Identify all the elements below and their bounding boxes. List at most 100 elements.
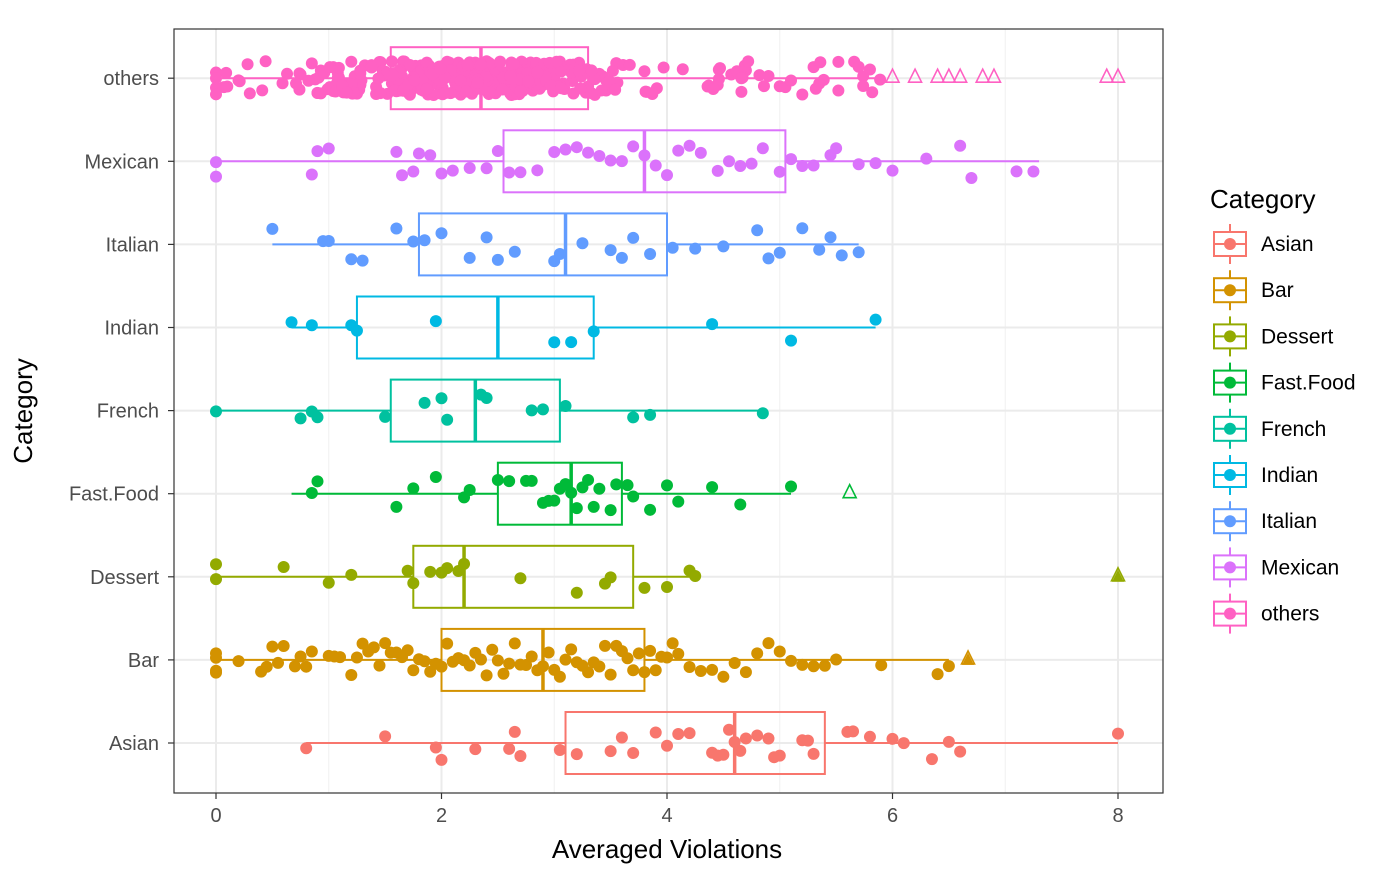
data-point (785, 334, 798, 347)
data-point (531, 66, 544, 79)
data-point (644, 503, 657, 516)
data-point (401, 564, 414, 577)
data-point (676, 63, 689, 76)
series-dessert (210, 544, 1126, 609)
outlier-point-filled (1112, 569, 1124, 582)
data-point (832, 84, 845, 97)
data-point (435, 167, 448, 180)
data-point (407, 235, 420, 248)
data-point (965, 172, 978, 185)
data-point (407, 664, 420, 677)
data-point (548, 336, 561, 349)
data-point (418, 396, 431, 409)
data-point (728, 657, 741, 670)
data-point (302, 74, 315, 87)
data-point (536, 403, 549, 416)
data-point (801, 734, 814, 747)
data-point (345, 568, 358, 581)
data-point (813, 243, 826, 256)
data-point (666, 637, 679, 650)
data-point (570, 141, 583, 154)
x-axis-title: Averaged Violations (552, 834, 782, 864)
data-point (469, 743, 482, 756)
legend-item-italian: Italian (1213, 501, 1317, 542)
legend-key-point (1224, 607, 1236, 620)
data-point (390, 500, 403, 513)
outlier-point (1110, 67, 1126, 83)
data-point (294, 650, 307, 663)
data-point (824, 231, 837, 244)
data-point (863, 730, 876, 743)
data-point (683, 660, 696, 673)
data-point (745, 157, 758, 170)
data-point (610, 478, 623, 491)
data-point (852, 60, 865, 73)
data-point (866, 86, 879, 99)
data-point (407, 165, 420, 178)
data-point (407, 482, 420, 495)
data-point (480, 162, 493, 175)
data-point (522, 75, 535, 88)
y-tick-label: others (103, 68, 159, 90)
x-tick-label: 2 (436, 805, 447, 827)
data-point (305, 168, 318, 181)
data-point (857, 70, 870, 83)
data-point (807, 747, 820, 760)
data-point (728, 735, 741, 748)
data-point (514, 166, 527, 179)
data-point (525, 650, 538, 663)
data-point (367, 641, 380, 654)
data-point (514, 85, 527, 98)
data-point (666, 241, 679, 254)
data-point (385, 55, 398, 68)
data-point (277, 640, 290, 653)
data-point (796, 658, 809, 671)
data-point (570, 502, 583, 515)
data-point (920, 152, 933, 165)
data-point (305, 486, 318, 499)
data-point (277, 561, 290, 574)
data-point (773, 749, 786, 762)
data-point (396, 169, 409, 182)
data-point (621, 652, 634, 665)
data-point (627, 411, 640, 424)
data-point (707, 83, 720, 96)
legend-key-point (1224, 238, 1236, 250)
data-point (520, 658, 533, 671)
data-point (272, 656, 285, 669)
data-point (762, 69, 775, 82)
data-point (713, 62, 726, 75)
data-point (615, 251, 628, 264)
legend-item-french: French (1213, 408, 1326, 449)
data-point (290, 77, 303, 90)
data-point (220, 66, 233, 79)
data-point (661, 651, 673, 664)
data-point (525, 404, 538, 417)
data-point (550, 55, 563, 68)
data-point (638, 149, 651, 162)
data-point (429, 315, 442, 328)
data-point (555, 65, 568, 78)
data-point (734, 159, 747, 172)
data-point (494, 55, 507, 68)
legend-item-indian: Indian (1213, 455, 1318, 495)
data-point (735, 85, 748, 98)
legend-key-point (1224, 561, 1236, 574)
data-point (548, 145, 561, 158)
data-point (408, 74, 421, 87)
data-point (496, 83, 509, 96)
data-point (796, 222, 809, 235)
data-point (621, 479, 634, 492)
data-point (435, 660, 448, 673)
data-point (311, 475, 324, 488)
data-point (632, 647, 645, 660)
data-point (446, 164, 459, 177)
data-point (210, 156, 222, 169)
data-point (412, 147, 425, 160)
data-point (288, 660, 301, 673)
data-point (241, 58, 254, 71)
data-point (418, 655, 431, 668)
data-point (796, 160, 809, 173)
data-point (491, 253, 504, 266)
data-point (210, 88, 222, 101)
